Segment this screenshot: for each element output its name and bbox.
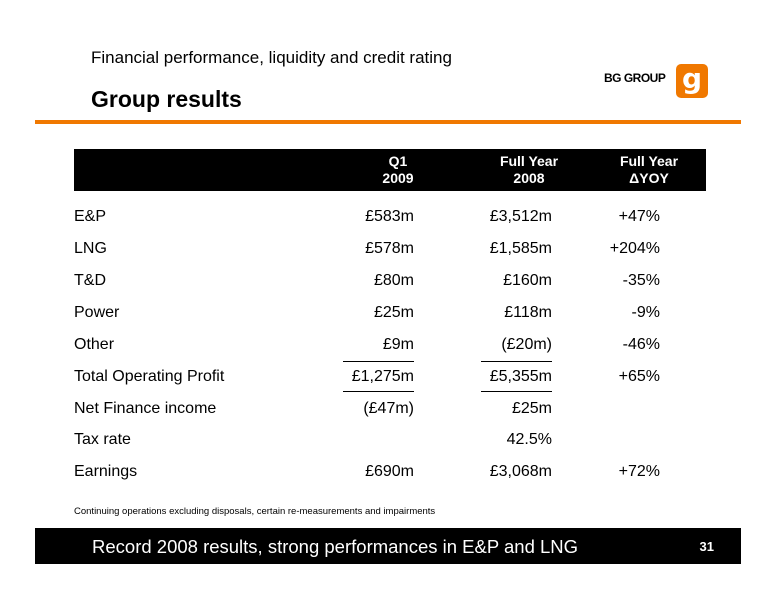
yoy-value: -35% xyxy=(622,272,660,289)
subtotal-rule xyxy=(343,361,414,362)
row-label: E&P xyxy=(74,208,107,225)
table-row: Power £25m £118m -9% xyxy=(74,304,706,328)
full-year-value: £25m xyxy=(511,400,552,417)
logo-text: BG GROUP xyxy=(604,71,666,85)
column-header-line: 2008 xyxy=(513,170,545,186)
table-row: T&D £80m £160m -35% xyxy=(74,272,706,296)
company-logo: BG GROUP g xyxy=(604,64,708,98)
q1-value: £9m xyxy=(382,336,414,353)
title-divider xyxy=(35,120,741,124)
table-header: Q1 2009 Full Year 2008 Full Year ΔYOY xyxy=(74,149,706,191)
column-header-q1: Q1 2009 xyxy=(358,153,438,187)
footer-bar: Record 2008 results, strong performances… xyxy=(35,528,741,564)
total-rule xyxy=(481,391,552,392)
footer-tagline: Record 2008 results, strong performances… xyxy=(92,536,579,557)
q1-value: £25m xyxy=(373,304,414,321)
yoy-value: +47% xyxy=(618,208,660,225)
column-header-line: 2009 xyxy=(382,170,414,186)
slide-title: Group results xyxy=(91,86,242,112)
yoy-value: +72% xyxy=(618,463,660,480)
q1-value: (£47m) xyxy=(363,400,414,417)
column-header-line: Q1 xyxy=(388,153,408,169)
column-header-line: Full Year xyxy=(499,153,559,169)
footnote: Continuing operations excluding disposal… xyxy=(74,506,436,517)
q1-value: £583m xyxy=(365,208,414,225)
column-header-line: Full Year xyxy=(619,153,679,169)
full-year-value: £5,355m xyxy=(489,368,552,385)
table-row: Other £9m (£20m) -46% xyxy=(74,336,706,360)
logo-mark-icon: g xyxy=(676,64,708,98)
full-year-value: (£20m) xyxy=(501,336,552,353)
full-year-value: £3,068m xyxy=(489,463,552,480)
full-year-value: £1,585m xyxy=(489,240,552,257)
total-rule xyxy=(343,391,414,392)
table-row: Net Finance income (£47m) £25m xyxy=(74,400,706,424)
full-year-value: £160m xyxy=(503,272,552,289)
full-year-value: £118m xyxy=(504,304,552,321)
q1-value: £1,275m xyxy=(351,368,414,385)
row-label: Other xyxy=(74,336,115,353)
page-number: 31 xyxy=(699,539,714,554)
yoy-value: -9% xyxy=(631,304,660,321)
row-label: Power xyxy=(74,304,120,321)
table-row: Earnings £690m £3,068m +72% xyxy=(74,463,706,487)
q1-value: £578m xyxy=(365,240,414,257)
yoy-value: -46% xyxy=(622,336,660,353)
table-row: Total Operating Profit £1,275m £5,355m +… xyxy=(74,368,706,392)
full-year-value: £3,512m xyxy=(489,208,552,225)
yoy-value: +65% xyxy=(618,368,660,385)
row-label: Tax rate xyxy=(74,431,131,448)
slide-subtitle: Financial performance, liquidity and cre… xyxy=(91,48,452,67)
q1-value: £80m xyxy=(373,272,414,289)
row-label: Net Finance income xyxy=(74,400,217,417)
q1-value: £690m xyxy=(365,463,414,480)
table-row: LNG £578m £1,585m +204% xyxy=(74,240,706,264)
column-header-line: ΔYOY xyxy=(629,170,669,186)
full-year-value: 42.5% xyxy=(506,431,552,448)
row-label: LNG xyxy=(74,240,107,257)
yoy-value: +204% xyxy=(609,240,660,257)
row-label: T&D xyxy=(74,272,106,289)
row-label: Total Operating Profit xyxy=(74,368,225,385)
table-row: Tax rate 42.5% xyxy=(74,431,706,455)
column-header-yoy: Full Year ΔYOY xyxy=(604,153,694,187)
column-header-full-year: Full Year 2008 xyxy=(484,153,574,187)
row-label: Earnings xyxy=(74,463,138,480)
table-row: E&P £583m £3,512m +47% xyxy=(74,208,706,232)
subtotal-rule xyxy=(481,361,552,362)
